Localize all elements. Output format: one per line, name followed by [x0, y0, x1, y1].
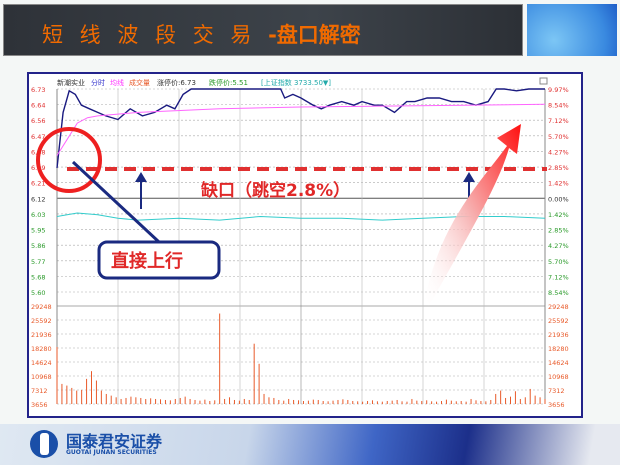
tab-timeshare[interactable]: 分时 — [91, 78, 105, 87]
volume-tick-label: 29248 — [31, 303, 52, 311]
volume-tick-label-right: 14624 — [548, 359, 569, 367]
company-logo — [30, 430, 58, 458]
gap-label: 缺口（跳空2.8%） — [201, 180, 350, 201]
price-tick-label: 5.77 — [31, 258, 45, 266]
chart-frame: 6.73 9.97% 6.64 8.54% 6.56 7.12% 6.47 5.70% 6.38… — [27, 72, 583, 418]
slide-title: 短 线 波 段 交 易 -盘口解密 — [42, 19, 361, 49]
tab-average[interactable]: 均线 — [110, 78, 124, 87]
price-tick-label: 5.86 — [31, 242, 45, 250]
pct-tick-label: 5.70% — [548, 133, 569, 141]
price-tick-label: 6.12 — [31, 195, 45, 203]
price-tick-label: 5.60 — [31, 289, 45, 297]
price-tick-label: 6.56 — [31, 117, 45, 125]
limit-down: 跌停价:5.51 — [209, 78, 248, 87]
volume-tick-label: 14624 — [31, 359, 52, 367]
pct-tick-label: 1.42% — [548, 211, 569, 219]
price-tick-label: 6.73 — [31, 86, 45, 94]
index-line — [56, 212, 546, 221]
volume-tick-label-right: 18280 — [548, 345, 569, 353]
pct-tick-label: 8.54% — [548, 102, 569, 110]
direct-up-box — [97, 240, 221, 280]
volume-tick-label-right: 21936 — [548, 331, 569, 339]
pct-tick-label: 4.27% — [548, 148, 569, 156]
volume-tick-label-right: 7312 — [548, 387, 565, 395]
pct-tick-label: 2.85% — [548, 164, 569, 172]
pct-tick-label: 7.12% — [548, 273, 569, 281]
corner-decoration — [527, 4, 617, 56]
tab-volume[interactable]: 成交量 — [129, 78, 150, 87]
big-red-arrow — [424, 124, 521, 306]
title-part-2: -盘口解密 — [268, 23, 361, 47]
pct-tick-label: 9.97% — [548, 86, 569, 94]
stock-name: 新潮实业 — [57, 78, 85, 87]
volume-tick-label: 3656 — [31, 401, 48, 409]
volume-tick-label: 25592 — [31, 317, 52, 325]
price-line — [56, 88, 545, 169]
pct-tick-label: 5.70% — [548, 258, 569, 266]
volume-tick-label: 18280 — [31, 345, 52, 353]
pointer-line — [71, 160, 161, 244]
title-part-1: 短 线 波 段 交 易 — [42, 23, 269, 47]
footer-bar: 国泰君安证券 GUOTAI JUNAN SECURITIES — [0, 424, 620, 465]
slide-banner: 短 线 波 段 交 易 -盘口解密 — [3, 4, 523, 56]
volume-tick-label: 10968 — [31, 373, 52, 381]
volume-tick-label-right: 29248 — [548, 303, 569, 311]
maximize-icon[interactable] — [539, 77, 548, 85]
pct-tick-label: 7.12% — [548, 117, 569, 125]
price-tick-label: 6.03 — [31, 211, 45, 219]
up-arrow-head-icon — [135, 172, 147, 182]
price-tick-label: 6.64 — [31, 102, 45, 110]
intraday-chart: 6.73 9.97%6.64 8.54%6.56 7.12%6.47 5.70%6.38… — [31, 77, 569, 409]
up-arrow-head-icon — [463, 172, 475, 182]
volume-tick-label-right: 3656 — [548, 401, 565, 409]
pct-tick-label: 0.00% — [548, 195, 569, 203]
pct-tick-label: 2.85% — [548, 227, 569, 235]
price-tick-label: 6.21 — [31, 180, 45, 188]
pct-tick-label: 8.54% — [548, 289, 569, 297]
index-readout[interactable]: [上证指数 3733.50▼] — [261, 78, 331, 87]
volume-tick-label-right: 10968 — [548, 373, 569, 381]
direct-up-label: 直接上行 — [111, 250, 183, 272]
volume-tick-label-right: 25592 — [548, 317, 569, 325]
highlight-circle — [36, 127, 102, 193]
volume-tick-label: 7312 — [31, 387, 48, 395]
pct-tick-label: 4.27% — [548, 242, 569, 250]
brand-name: 国泰君安证券 — [66, 432, 163, 451]
price-tick-label: 5.95 — [31, 227, 45, 235]
price-tick-label: 6.47 — [31, 133, 45, 141]
limit-up: 涨停价:6.73 — [157, 78, 196, 87]
price-tick-label: 5.68 — [31, 273, 45, 281]
pct-tick-label: 1.42% — [548, 180, 569, 188]
volume-tick-label: 21936 — [31, 331, 52, 339]
brand-name-en: GUOTAI JUNAN SECURITIES — [66, 449, 157, 456]
